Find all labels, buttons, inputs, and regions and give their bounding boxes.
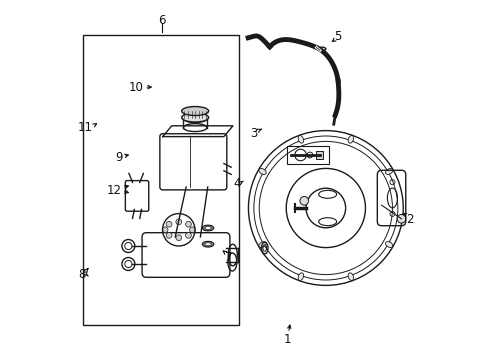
Text: 4: 4: [233, 177, 241, 190]
Circle shape: [166, 233, 172, 238]
Circle shape: [299, 197, 308, 205]
Ellipse shape: [181, 113, 208, 122]
Text: 10: 10: [129, 81, 143, 94]
Ellipse shape: [385, 242, 392, 247]
Text: 7: 7: [224, 251, 232, 264]
Ellipse shape: [298, 135, 303, 143]
Ellipse shape: [385, 168, 392, 174]
Text: 12: 12: [106, 184, 122, 197]
Bar: [83, 35, 239, 325]
Ellipse shape: [204, 243, 211, 246]
Circle shape: [162, 227, 168, 233]
Ellipse shape: [202, 241, 213, 247]
Ellipse shape: [258, 242, 265, 247]
Text: 2: 2: [405, 213, 412, 226]
Text: 1: 1: [284, 333, 291, 346]
Circle shape: [185, 221, 191, 227]
Ellipse shape: [181, 107, 208, 116]
Ellipse shape: [204, 226, 211, 229]
Circle shape: [176, 219, 181, 225]
Text: 6: 6: [158, 14, 165, 27]
Text: 5: 5: [334, 30, 341, 42]
Text: 9: 9: [115, 151, 122, 164]
Text: 3: 3: [250, 127, 257, 140]
Ellipse shape: [298, 273, 303, 280]
Ellipse shape: [347, 273, 353, 280]
Circle shape: [396, 215, 405, 223]
Circle shape: [185, 233, 191, 238]
Text: 8: 8: [78, 268, 85, 281]
Ellipse shape: [258, 168, 265, 174]
Circle shape: [166, 221, 172, 227]
Text: 11: 11: [78, 121, 93, 134]
Circle shape: [189, 227, 195, 233]
Circle shape: [176, 235, 181, 240]
Ellipse shape: [347, 135, 353, 143]
Bar: [315, 152, 323, 159]
Bar: [286, 146, 328, 164]
Ellipse shape: [202, 225, 213, 231]
